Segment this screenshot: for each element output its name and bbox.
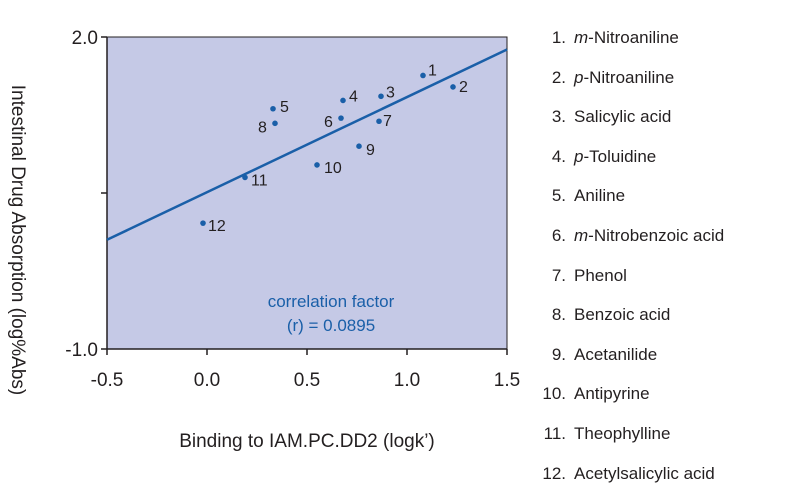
y-tick-label: -1.0 [65, 340, 98, 361]
data-point [378, 93, 384, 100]
legend-name: Antipyrine [574, 384, 650, 404]
data-point [420, 72, 426, 79]
data-point-label: 10 [324, 160, 342, 177]
legend-item: 11. Theophylline [540, 414, 812, 454]
x-tick-label: 0.0 [194, 370, 220, 391]
data-point-label: 4 [349, 88, 358, 105]
x-axis-title: Binding to IAM.PC.DD2 (logk’) [179, 431, 435, 452]
data-point-label: 2 [459, 79, 468, 96]
legend-number: 4. [551, 146, 566, 166]
data-point-label: 6 [324, 114, 333, 131]
legend-prefix: m [574, 225, 589, 245]
annotation-line-1: correlation factor [268, 292, 395, 311]
legend-name: Acetanilide [574, 344, 658, 364]
legend-name: -Nitroaniline [583, 67, 675, 87]
data-point [356, 143, 362, 149]
legend-item: 1. m-Nitroaniline [540, 18, 812, 58]
legend-number: 1. [551, 28, 566, 47]
annotation-line-2: (r) = 0.0895 [287, 316, 375, 335]
legend-item: 6. m-Nitrobenzoic acid [540, 216, 812, 256]
legend-item: 3. Salicylic acid [540, 97, 812, 137]
legend-item: 7. Phenol [540, 256, 812, 296]
legend-number: 5. [551, 186, 566, 206]
legend-prefix: p [574, 146, 584, 166]
x-tick-label: 1.5 [494, 370, 520, 391]
legend-number: 11. [543, 423, 566, 443]
legend-item: 12. Acetylsalicylic acid [540, 454, 812, 493]
data-point-label: 9 [366, 142, 375, 159]
legend-item: 8. Benzoic acid [540, 295, 812, 335]
legend-name: -Nitroaniline [588, 28, 679, 47]
data-point-label: 1 [428, 62, 437, 79]
legend-prefix: p [574, 67, 584, 87]
legend-item: 2. p-Nitroaniline [540, 58, 812, 98]
compound-legend: 1. m-Nitroaniline 2. p-Nitroaniline 3. Salicy… [540, 18, 812, 493]
x-tick-label: 0.5 [294, 370, 320, 391]
legend-prefix: m [574, 28, 589, 47]
legend-name: -Nitrobenzoic acid [588, 225, 725, 245]
legend-number: 9. [551, 344, 566, 364]
x-tick-label: -0.5 [91, 370, 124, 391]
data-point [450, 84, 456, 90]
y-tick-label: 2.0 [72, 28, 98, 49]
legend-name: Benzoic acid [574, 305, 671, 325]
data-point [272, 120, 278, 127]
legend-name: -Toluidine [583, 146, 657, 166]
data-point [242, 174, 248, 181]
legend-item: 4. p-Toluidine [540, 137, 812, 177]
legend-name: Phenol [574, 265, 627, 285]
legend-item: 10. Antipyrine [540, 374, 812, 414]
data-point-label: 5 [280, 99, 289, 116]
legend-name: Salicylic acid [574, 107, 672, 127]
legend-item: 5. Aniline [540, 176, 812, 216]
data-point-label: 12 [208, 218, 226, 235]
data-point-label: 3 [386, 84, 395, 101]
y-axis-title: Intestinal Drug Absorption (log%Abs) [7, 85, 28, 396]
legend-name: Theophylline [574, 423, 671, 443]
data-point [338, 115, 344, 121]
legend-number: 7. [551, 265, 566, 285]
plot-area [106, 36, 508, 350]
data-point [376, 118, 382, 125]
x-tick-label: 1.0 [394, 370, 420, 391]
legend-number: 8. [551, 305, 566, 325]
data-point [270, 105, 276, 112]
legend-number: 10. [542, 384, 566, 404]
legend-number: 12. [542, 463, 566, 483]
legend-name: Acetylsalicylic acid [574, 463, 715, 483]
data-point [340, 97, 346, 104]
legend-number: 6. [551, 225, 566, 245]
legend-number: 2. [551, 67, 566, 87]
data-point-label: 7 [383, 113, 392, 130]
data-point-label: 8 [258, 119, 267, 136]
legend-item: 9. Acetanilide [540, 335, 812, 375]
data-point [314, 162, 320, 168]
legend-name: Aniline [574, 186, 626, 206]
data-point-label: 11 [251, 172, 268, 189]
legend-number: 3. [551, 107, 566, 127]
regression-line [106, 48, 508, 241]
data-point [200, 220, 206, 226]
